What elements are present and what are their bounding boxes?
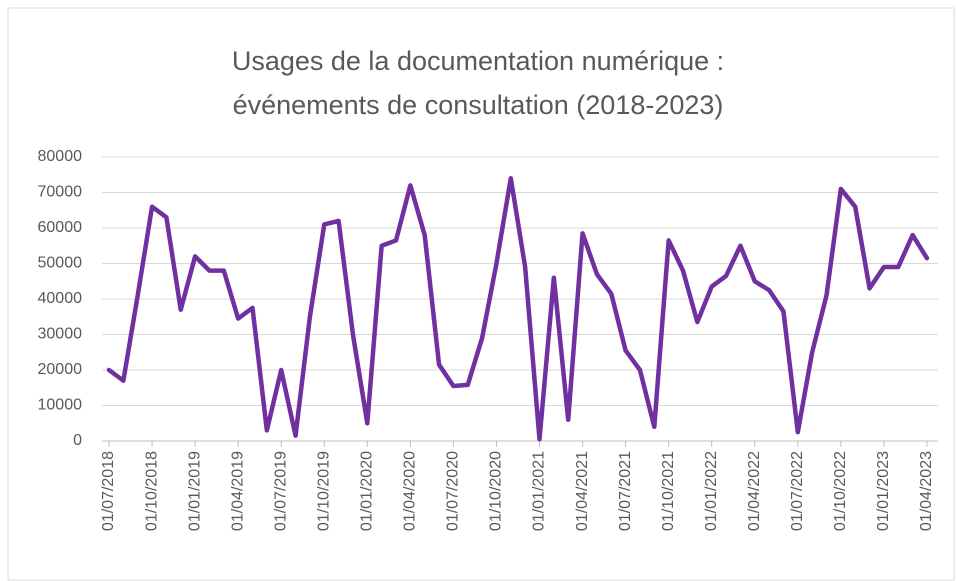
chart-title: Usages de la documentation numérique : <box>232 46 724 76</box>
x-tick-label: 01/10/2022 <box>832 451 849 531</box>
y-tick-label: 40000 <box>38 290 83 307</box>
x-tick-label: 01/10/2018 <box>143 451 160 531</box>
x-tick-label: 01/07/2021 <box>617 451 634 531</box>
x-tick-label: 01/04/2022 <box>746 451 763 531</box>
x-tick-label: 01/01/2019 <box>186 451 203 531</box>
x-tick-label: 01/07/2018 <box>100 451 117 531</box>
x-tick-label: 01/07/2022 <box>789 451 806 531</box>
chart-title: événements de consultation (2018-2023) <box>233 90 724 120</box>
y-tick-label: 80000 <box>38 148 83 165</box>
x-tick-label: 01/07/2020 <box>445 451 462 531</box>
y-tick-label: 0 <box>73 432 82 449</box>
x-tick-label: 01/10/2021 <box>660 451 677 531</box>
y-tick-label: 50000 <box>38 255 83 272</box>
x-tick-label: 01/01/2020 <box>359 451 376 531</box>
x-tick-label: 01/04/2020 <box>402 451 419 531</box>
y-tick-label: 30000 <box>38 326 83 343</box>
x-tick-label: 01/01/2023 <box>875 451 892 531</box>
x-tick-label: 01/04/2019 <box>229 451 246 531</box>
data-line <box>106 176 930 442</box>
chart-border <box>7 7 955 581</box>
x-tick-label: 01/01/2022 <box>703 451 720 531</box>
y-tick-label: 70000 <box>38 184 83 201</box>
y-tick-label: 60000 <box>38 219 83 236</box>
x-tick-label: 01/10/2020 <box>488 451 505 531</box>
y-tick-label: 20000 <box>38 361 83 378</box>
y-tick-label: 10000 <box>38 397 83 414</box>
x-tick-label: 01/01/2021 <box>531 451 548 531</box>
x-tick-label: 01/04/2023 <box>918 451 935 531</box>
x-tick-label: 01/07/2019 <box>272 451 289 531</box>
x-tick-label: 01/04/2021 <box>574 451 591 531</box>
x-tick-label: 01/10/2019 <box>315 451 332 531</box>
